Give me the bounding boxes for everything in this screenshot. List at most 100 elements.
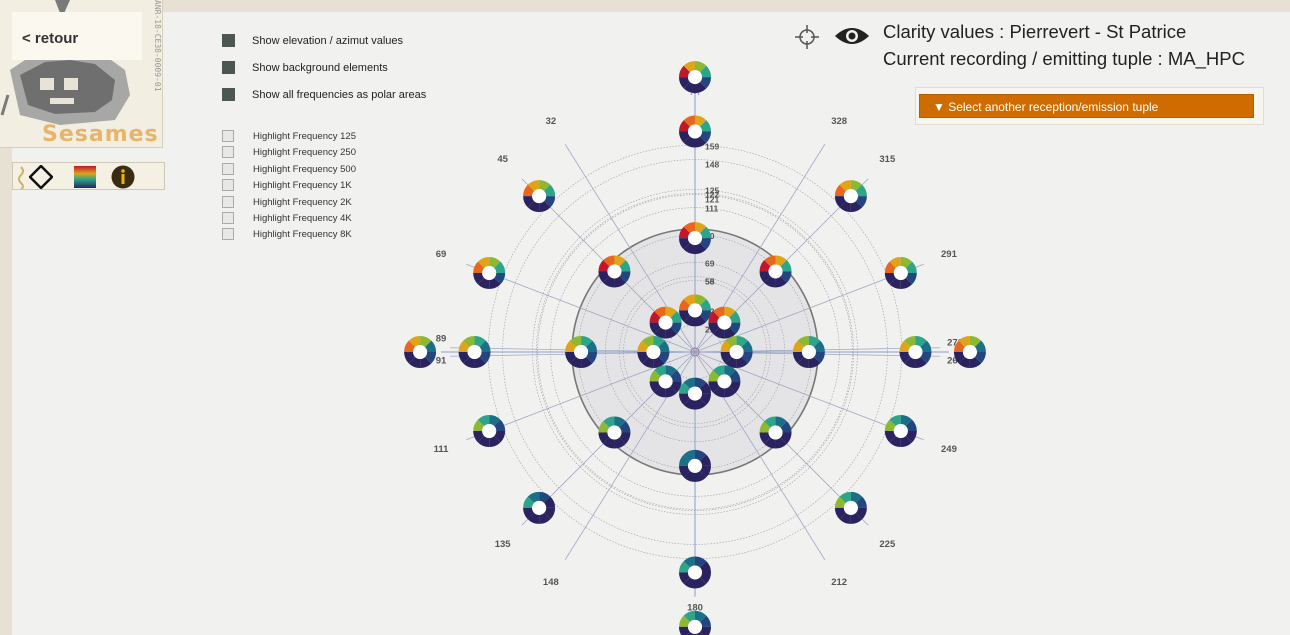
glyph-center <box>717 374 732 389</box>
clarity-glyph[interactable] <box>884 415 917 448</box>
checkbox[interactable] <box>222 163 234 175</box>
glyph-center <box>413 345 428 359</box>
azimuth-label: 135 <box>495 539 512 550</box>
glyph-segment <box>653 336 665 348</box>
clarity-glyph[interactable] <box>899 336 932 368</box>
glyph-segment <box>654 386 666 398</box>
clarity-glyph[interactable] <box>759 255 792 288</box>
glyph-center <box>658 374 673 389</box>
checkbox[interactable] <box>222 196 234 208</box>
glyph-segment <box>581 356 593 368</box>
glyph-segment <box>679 561 691 573</box>
clarity-glyph[interactable] <box>523 180 556 213</box>
highlight-label: Highlight Frequency 8K <box>253 228 352 240</box>
clarity-glyph[interactable] <box>473 256 506 289</box>
azimuth-label: 91 <box>436 356 447 367</box>
glyph-segment <box>708 381 720 393</box>
checkbox[interactable] <box>222 179 234 191</box>
glyph-segment <box>665 306 677 318</box>
highlight-8k[interactable]: Highlight Frequency 8K <box>222 228 352 240</box>
clarity-glyph[interactable] <box>679 222 711 255</box>
highlight-1k[interactable]: Highlight Frequency 1K <box>222 179 352 191</box>
info-icon[interactable] <box>111 165 135 189</box>
back-link[interactable]: < retour <box>12 12 142 60</box>
toggle-elevation-azimut[interactable]: Show elevation / azimut values <box>222 34 403 47</box>
glyph-segment <box>619 421 631 433</box>
clarity-glyph[interactable] <box>598 255 631 288</box>
clarity-glyph[interactable] <box>953 336 986 368</box>
clarity-glyph[interactable] <box>598 416 631 449</box>
clarity-glyph[interactable] <box>523 491 556 524</box>
toggle-background[interactable]: Show background elements <box>222 61 388 74</box>
clarity-glyph[interactable] <box>679 294 711 327</box>
clarity-glyph[interactable] <box>679 377 711 410</box>
glyph-segment <box>565 352 577 364</box>
glyph-segment <box>581 336 593 348</box>
clarity-glyph[interactable] <box>404 336 437 368</box>
clarity-glyph[interactable] <box>637 336 670 368</box>
glyph-segment <box>725 336 737 348</box>
clarity-glyph[interactable] <box>834 491 867 524</box>
highlight-125[interactable]: Highlight Frequency 125 <box>222 130 356 142</box>
azimuth-label: 269 <box>947 356 963 367</box>
clarity-glyph[interactable] <box>679 610 711 635</box>
diamond-nav-icon[interactable] <box>29 165 53 189</box>
highlight-2k[interactable]: Highlight Frequency 2K <box>222 196 352 208</box>
glyph-segment <box>598 432 610 444</box>
glyph-segment <box>839 512 851 524</box>
glyph-segment <box>565 340 577 352</box>
left-bar <box>0 0 12 635</box>
clarity-glyph[interactable] <box>565 336 598 368</box>
clarity-glyph[interactable] <box>649 365 682 398</box>
clarity-glyph[interactable] <box>473 415 506 448</box>
glyph-segment <box>724 386 736 398</box>
glyph-center <box>482 265 497 280</box>
clarity-glyph[interactable] <box>792 336 825 368</box>
clarity-glyph[interactable] <box>759 416 792 449</box>
toggle-square[interactable] <box>222 88 235 101</box>
glyph-segment <box>458 352 470 364</box>
elevation-label: 125 <box>705 186 719 196</box>
project-code: ANR-18-CE38-0009-01 <box>153 0 162 92</box>
crosshair-icon[interactable] <box>795 25 819 49</box>
glyph-segment <box>614 437 626 449</box>
clarity-glyph[interactable] <box>649 306 682 339</box>
glyph-segment <box>915 336 927 348</box>
texture-icon[interactable] <box>17 165 41 189</box>
clarity-glyph[interactable] <box>458 336 491 368</box>
clarity-glyph[interactable] <box>679 61 711 94</box>
toggle-square[interactable] <box>222 61 235 74</box>
glyph-segment <box>477 435 490 448</box>
eye-icon[interactable] <box>834 24 870 48</box>
color-palette-icon[interactable] <box>73 165 97 189</box>
checkbox[interactable] <box>222 130 234 142</box>
clarity-glyph[interactable] <box>720 336 753 368</box>
highlight-500[interactable]: Highlight Frequency 500 <box>222 163 356 175</box>
clarity-glyph[interactable] <box>679 556 711 589</box>
toggle-square[interactable] <box>222 34 235 47</box>
highlight-250[interactable]: Highlight Frequency 250 <box>222 146 356 158</box>
clarity-glyph[interactable] <box>679 115 711 148</box>
clarity-glyph[interactable] <box>708 365 741 398</box>
toggle-polar-areas[interactable]: Show all frequencies as polar areas <box>222 88 426 101</box>
glyph-segment <box>539 180 551 192</box>
highlight-4k[interactable]: Highlight Frequency 4K <box>222 212 352 224</box>
checkbox[interactable] <box>222 228 234 240</box>
clarity-glyph[interactable] <box>679 449 711 482</box>
glyph-segment <box>494 261 506 273</box>
glyph-segment <box>679 382 691 394</box>
glyph-segment <box>479 352 491 364</box>
clarity-glyph[interactable] <box>708 306 741 339</box>
highlight-label: Highlight Frequency 250 <box>253 146 356 158</box>
checkbox[interactable] <box>222 212 234 224</box>
checkbox[interactable] <box>222 146 234 158</box>
glyph-segment <box>544 507 556 520</box>
clarity-glyph[interactable] <box>884 256 917 289</box>
glyph-center <box>768 425 783 440</box>
glyph-segment <box>729 370 741 382</box>
select-tuple-button[interactable]: ▼ Select another reception/emission tupl… <box>919 94 1254 118</box>
elevation-label: 122 <box>705 189 719 199</box>
glyph-segment <box>569 356 582 368</box>
clarity-glyph[interactable] <box>834 180 867 213</box>
glyph-segment <box>797 336 809 348</box>
